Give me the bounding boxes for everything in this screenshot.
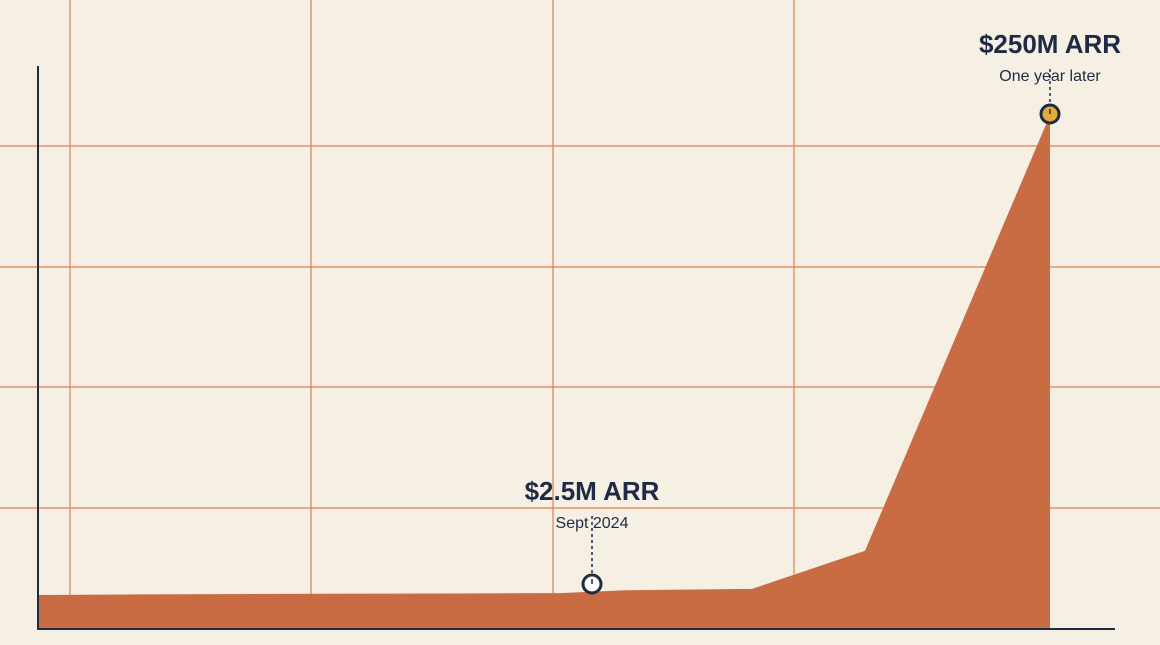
annotation-sept-2024: $2.5M ARR Sept 2024 (525, 476, 660, 595)
annotation-label: $2.5M ARR (525, 476, 660, 506)
arr-area-series (38, 115, 1050, 629)
annotation-one-year-later: $250M ARR One year later (979, 29, 1121, 125)
grid-lines (0, 0, 1160, 629)
annotation-label: $250M ARR (979, 29, 1121, 59)
